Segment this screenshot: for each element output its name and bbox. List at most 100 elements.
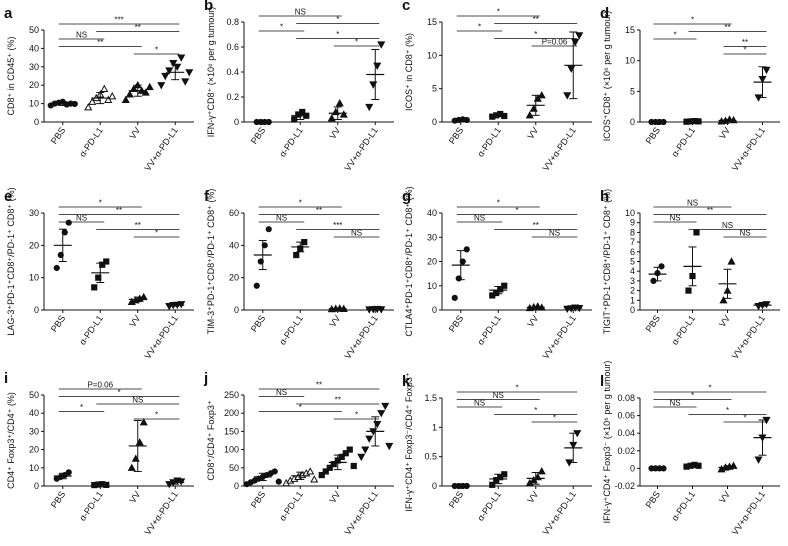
data-point xyxy=(326,464,333,471)
significance-label: * xyxy=(553,414,556,423)
significance-label: NS xyxy=(351,229,362,238)
panel-d: d 0 5 10 15 ICOS⁺CD8⁺ (×10⁶ per g tumour) PBS α… xyxy=(600,5,780,173)
x-tick-label: α-PD-L1 xyxy=(77,313,105,346)
y-tick-label: 10 xyxy=(427,281,437,291)
data-point xyxy=(65,469,72,476)
significance-label: *** xyxy=(114,16,123,25)
data-point xyxy=(685,287,692,294)
data-point xyxy=(61,229,68,236)
panel-letter: j xyxy=(203,370,208,387)
x-tick-label: VV xyxy=(525,489,540,505)
x-tick-label: VV xyxy=(327,313,342,329)
data-point xyxy=(385,442,394,451)
data-point xyxy=(537,91,546,99)
panel-letter: i xyxy=(4,370,8,387)
data-point xyxy=(501,282,508,289)
data-point xyxy=(537,467,546,475)
significance-label: * xyxy=(299,403,302,412)
significance-label: * xyxy=(691,391,694,400)
y-tick-label: 50 xyxy=(229,463,239,473)
x-tick-label: α-PD-L1 xyxy=(277,125,305,158)
panel-letter: h xyxy=(600,188,609,205)
data-point xyxy=(108,92,117,100)
y-tick-label: 5 xyxy=(630,257,635,267)
significance-label: NS xyxy=(549,229,560,238)
x-tick-label: VV+α-PD-L1 xyxy=(730,125,767,172)
significance-label: ** xyxy=(135,23,141,32)
significance-label: NS xyxy=(295,8,306,17)
x-tick-label: VV xyxy=(525,313,540,329)
y-tick-label: 0 xyxy=(432,117,437,127)
y-tick-label: 30 xyxy=(427,232,437,242)
y-tick-label: 40 xyxy=(29,43,39,53)
x-tick-label: VV xyxy=(717,313,732,329)
data-point xyxy=(145,82,154,91)
x-tick-label: VV xyxy=(327,489,342,505)
panel-f: f 0 20 40 60 TIM-3⁺PD-1⁺CD8⁺/PD-1⁺ CD8⁺ (%) PB… xyxy=(204,188,394,361)
data-point xyxy=(306,467,315,475)
x-tick-label: α-PD-L1 xyxy=(77,125,105,158)
y-axis-label: LAG-3⁺PD-1⁺CD8⁺/PD-1⁺ CD8⁺ (%) xyxy=(6,187,16,335)
y-tick-label: 8 xyxy=(630,227,635,237)
data-point xyxy=(318,471,325,479)
x-tick-label: VV+α-PD-L1 xyxy=(730,489,767,536)
data-point xyxy=(165,481,174,489)
data-point xyxy=(293,251,300,259)
y-axis-label: IFN-γ⁺CD4⁺ Foxp3⁻/CD4⁺ Foxp3⁺ xyxy=(404,372,414,512)
significance-label: * xyxy=(80,403,83,412)
significance-label: * xyxy=(336,30,339,39)
x-tick-label: α-PD-L1 xyxy=(670,125,698,158)
x-tick-label: VV+α-PD-L1 xyxy=(342,313,379,360)
y-tick-label: 40 xyxy=(29,408,39,418)
data-point xyxy=(125,90,134,98)
y-tick-label: 0.06 xyxy=(617,411,635,421)
x-tick-label: VV+α-PD-L1 xyxy=(730,313,767,360)
panel-letter: g xyxy=(402,188,411,205)
data-point xyxy=(729,115,738,124)
data-point xyxy=(525,111,534,119)
data-point xyxy=(377,410,386,418)
data-point xyxy=(330,461,337,468)
y-tick-label: 40 xyxy=(427,208,437,218)
y-tick-label: 0 xyxy=(630,463,635,473)
data-point xyxy=(161,72,170,81)
data-point xyxy=(322,468,329,475)
panel-k: k 0 0.5 1 1.5 IFN-γ⁺CD4⁺ Foxp3⁻/CD4⁺ Foxp3⁺ PB… xyxy=(402,372,592,537)
significance-label: * xyxy=(355,38,358,47)
x-tick-label: PBS xyxy=(49,313,68,333)
y-axis-label: CD4⁺ Foxp3⁺/CD4⁺ (%) xyxy=(6,392,16,489)
significance-label: NS xyxy=(474,214,485,223)
y-tick-label: -0.02 xyxy=(614,481,635,491)
y-axis-label: CTLA4⁺PD-1⁺CD8⁺/PD-1⁺ CD8⁺ (%) xyxy=(404,186,414,336)
y-tick-label: 7 xyxy=(630,237,635,247)
x-tick-label: PBS xyxy=(249,313,268,333)
data-point xyxy=(65,219,72,226)
y-tick-label: 10 xyxy=(29,273,39,283)
y-tick-label: 0.08 xyxy=(617,393,635,403)
panel-letter: f xyxy=(204,188,210,205)
data-point xyxy=(141,88,150,96)
y-tick-label: 9 xyxy=(630,218,635,228)
data-point xyxy=(261,242,268,249)
data-point xyxy=(719,296,728,304)
panel-letter: d xyxy=(600,5,609,22)
significance-label: * xyxy=(673,31,676,40)
x-tick-label: VV xyxy=(127,489,142,505)
data-point xyxy=(181,78,190,86)
significance-label: NS xyxy=(493,391,504,400)
data-point xyxy=(91,284,98,291)
significance-label: * xyxy=(708,384,711,393)
y-tick-label: 3 xyxy=(630,276,635,286)
y-tick-label: 0 xyxy=(630,305,635,315)
y-tick-label: 0 xyxy=(432,481,437,491)
panel-b: b 0 0.2 0.4 0.6 0.8 IFN-γ⁺CD8⁺ (×10⁶ per g tum… xyxy=(204,0,394,173)
y-axis-label: TIM-3⁺PD-1⁺CD8⁺/PD-1⁺ CD8⁺ (%) xyxy=(206,189,216,335)
data-point xyxy=(271,468,278,475)
significance-label: * xyxy=(691,16,694,25)
data-point xyxy=(177,478,186,486)
data-point xyxy=(127,463,136,471)
x-tick-label: PBS xyxy=(49,125,68,145)
x-tick-label: VV xyxy=(525,125,540,141)
significance-label: NS xyxy=(132,396,143,405)
